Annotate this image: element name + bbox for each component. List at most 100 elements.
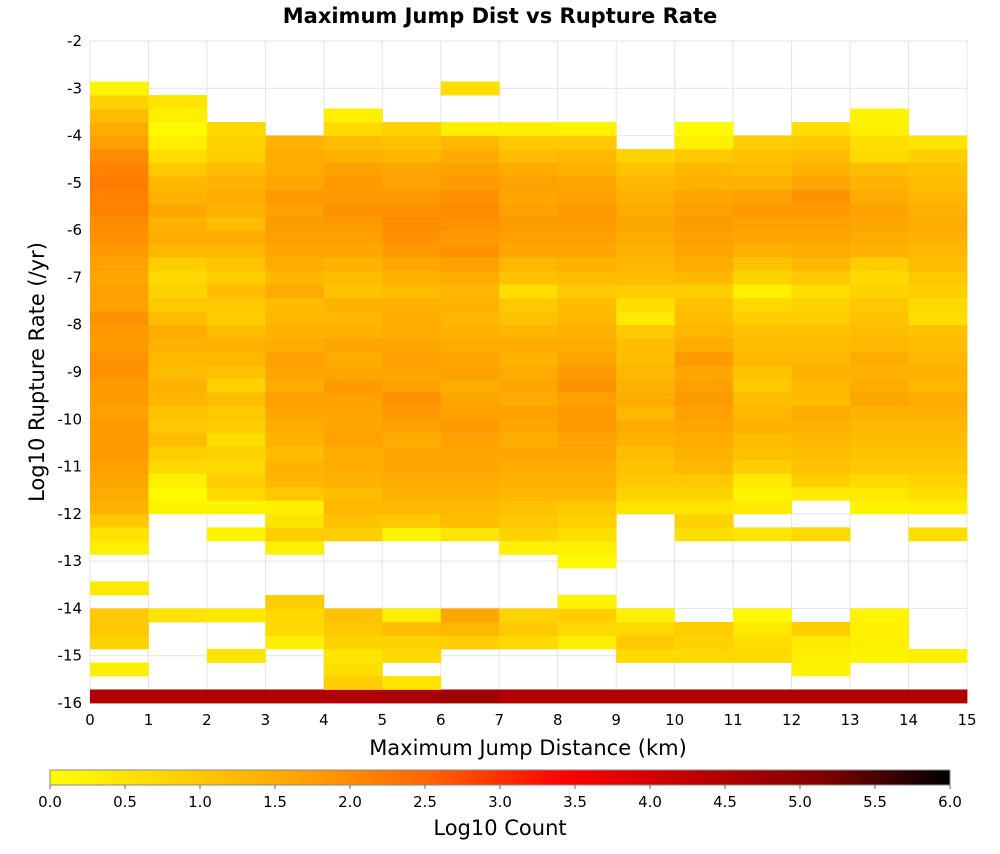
heatmap-cell xyxy=(557,378,617,393)
heatmap-cell xyxy=(557,297,617,312)
heatmap-cell xyxy=(674,270,734,285)
heatmap-cell xyxy=(440,176,500,191)
heatmap-cell xyxy=(557,365,617,380)
heatmap-cell xyxy=(90,162,149,177)
heatmap-cell xyxy=(90,446,149,461)
x-tick-label: 7 xyxy=(494,711,504,729)
heatmap-cell xyxy=(791,162,851,177)
heatmap-cell xyxy=(733,432,792,447)
heatmap-cell xyxy=(557,527,617,542)
heatmap-cell xyxy=(674,203,734,218)
heatmap-cell xyxy=(382,216,442,231)
heatmap-cell xyxy=(557,513,617,528)
colorbar-tick-label: 3.0 xyxy=(488,793,512,811)
heatmap-cell xyxy=(557,162,617,177)
heatmap-cell xyxy=(616,365,676,380)
heatmap-cell xyxy=(733,243,792,258)
heatmap-cell xyxy=(850,243,909,258)
heatmap-cell xyxy=(323,608,383,623)
heatmap-cell xyxy=(440,500,500,515)
heatmap-cell xyxy=(733,365,792,380)
heatmap-cell xyxy=(733,351,792,366)
heatmap-cell xyxy=(499,297,559,312)
heatmap-cell xyxy=(733,473,792,488)
heatmap-cell xyxy=(265,351,325,366)
heatmap-cell xyxy=(382,149,442,163)
colorbar-ticks: 0.0 0.5 1.0 1.5 2.0 2.5 3.0 3.5 4.0 4.5 5.0 5.5 6.0 xyxy=(38,785,962,811)
heatmap-cell xyxy=(616,419,676,434)
heatmap-cell xyxy=(265,527,325,542)
heatmap-cell xyxy=(148,392,208,407)
heatmap-cell xyxy=(557,324,617,339)
heatmap-cell xyxy=(674,621,734,636)
heatmap-cell xyxy=(440,311,500,326)
heatmap-cell xyxy=(90,608,149,623)
heatmap-cell xyxy=(850,284,909,299)
heatmap-cell xyxy=(499,608,559,623)
heatmap-cell xyxy=(616,648,676,663)
heatmap-cell xyxy=(791,635,851,650)
heatmap-cell xyxy=(674,392,734,407)
heatmap-cell xyxy=(382,324,442,339)
heatmap-cell xyxy=(733,162,792,177)
heatmap-cell xyxy=(265,297,325,312)
heatmap-cell xyxy=(90,81,149,96)
heatmap-cell xyxy=(90,486,149,501)
colorbar-tick-label: 3.5 xyxy=(563,793,587,811)
heatmap-cell xyxy=(791,311,851,326)
heatmap-cell xyxy=(908,297,968,312)
heatmap-cell xyxy=(206,122,266,136)
y-tick-label: -11 xyxy=(58,458,83,476)
heatmap-cell xyxy=(908,473,968,488)
heatmap-cell xyxy=(616,432,676,447)
heatmap-cell xyxy=(616,230,676,245)
heatmap-cell xyxy=(148,500,208,515)
colorbar-tick-label: 1.0 xyxy=(188,793,212,811)
heatmap-cell xyxy=(90,635,149,650)
heatmap-cell xyxy=(440,351,500,366)
heatmap-cell xyxy=(850,257,909,272)
heatmap-cell xyxy=(148,176,208,191)
heatmap-cell xyxy=(557,311,617,326)
heatmap-cell xyxy=(499,135,559,150)
heatmap-cell xyxy=(323,311,383,326)
heatmap-cell xyxy=(674,243,734,258)
heatmap-cell xyxy=(90,581,149,596)
heatmap-cell xyxy=(440,189,500,204)
heatmap-cell xyxy=(499,176,559,191)
heatmap-cell xyxy=(674,122,734,136)
heatmap-cell xyxy=(90,459,149,474)
heatmap-cell xyxy=(791,284,851,299)
colorbar-tick-label: 2.0 xyxy=(338,793,362,811)
heatmap-cell xyxy=(382,486,442,501)
heatmap-cell xyxy=(323,135,383,150)
heatmap-cell xyxy=(733,608,792,623)
x-tick-label: 3 xyxy=(261,711,271,729)
y-tick-label: -12 xyxy=(58,505,83,523)
heatmap-cell xyxy=(148,473,208,488)
heatmap-cell xyxy=(499,162,559,177)
heatmap-cell xyxy=(90,662,149,677)
heatmap-cell xyxy=(791,338,851,353)
heatmap-cell xyxy=(791,216,851,231)
heatmap-cell xyxy=(733,419,792,434)
heatmap-cell xyxy=(440,527,500,542)
heatmap-cell xyxy=(908,689,968,704)
heatmap-cell xyxy=(850,162,909,177)
heatmap-cell xyxy=(382,297,442,312)
heatmap-cell xyxy=(908,203,968,218)
heatmap-cell xyxy=(908,149,968,163)
heatmap-cell xyxy=(908,257,968,272)
heatmap-cell xyxy=(791,648,851,663)
heatmap-cell xyxy=(265,608,325,623)
heatmap-cell xyxy=(148,149,208,163)
heatmap-cell xyxy=(616,162,676,177)
heatmap-cell xyxy=(440,392,500,407)
heatmap-cell xyxy=(908,648,968,663)
heatmap-cell xyxy=(382,270,442,285)
heatmap-cell xyxy=(616,176,676,191)
heatmap-cell xyxy=(440,608,500,623)
heatmap-cell xyxy=(323,284,383,299)
y-tick-label: -8 xyxy=(67,316,82,334)
heatmap-cell xyxy=(733,176,792,191)
